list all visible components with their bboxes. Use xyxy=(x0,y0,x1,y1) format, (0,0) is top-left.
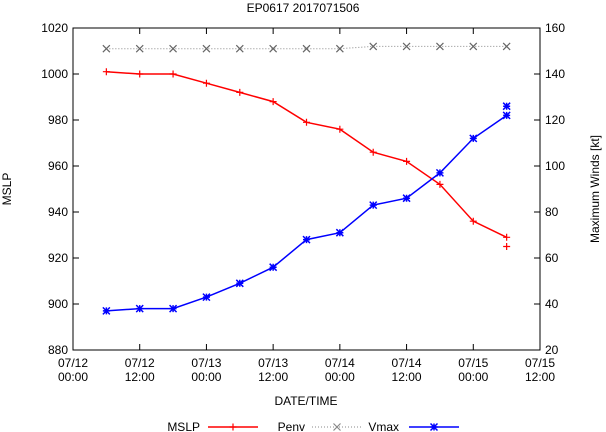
data-point-mslp xyxy=(169,70,177,78)
legend-label-penv: Penv xyxy=(278,420,305,432)
x-tick-label-time: 00:00 xyxy=(458,370,488,384)
y-left-tick-label: 900 xyxy=(48,297,68,311)
x-axis-label: DATE/TIME xyxy=(274,394,337,408)
legend: MSLP Penv Vmax xyxy=(167,420,459,432)
x-tick-label-time: 12:00 xyxy=(258,370,288,384)
y-left-tick-label: 920 xyxy=(48,251,68,265)
y-right-tick-label: 140 xyxy=(545,67,565,81)
legend-marker-vmax xyxy=(429,422,439,432)
x-tick-label-date: 07/15 xyxy=(525,356,555,370)
x-tick-label-date: 07/14 xyxy=(392,356,422,370)
data-point-vmax xyxy=(402,194,411,203)
data-point-penv xyxy=(302,44,311,53)
y-axis-label-right: Maximum Winds [kt] xyxy=(588,135,602,243)
x-tick-label-date: 07/13 xyxy=(191,356,221,370)
legend-label-vmax: Vmax xyxy=(368,420,399,432)
data-point-penv xyxy=(269,44,278,53)
x-tick-label-time: 00:00 xyxy=(191,370,221,384)
data-point-vmax xyxy=(102,306,111,315)
data-point-mslp xyxy=(469,217,477,225)
plot-area xyxy=(102,42,511,315)
data-point-mslp xyxy=(369,148,377,156)
x-tick-label-date: 07/13 xyxy=(258,356,288,370)
data-point-vmax xyxy=(302,235,311,244)
data-point-vmax xyxy=(235,279,244,288)
data-point-penv xyxy=(102,44,111,53)
data-point-vmax xyxy=(335,228,344,237)
data-point-vmax xyxy=(202,293,211,302)
data-point-vmax xyxy=(135,304,144,313)
data-point-vmax xyxy=(502,102,511,111)
legend-marker-penv xyxy=(333,423,341,431)
x-tick-label-date: 07/15 xyxy=(458,356,488,370)
legend-marker-mslp xyxy=(229,423,237,431)
data-point-vmax xyxy=(169,304,178,313)
x-tick-label-date: 07/12 xyxy=(58,356,88,370)
data-point-vmax xyxy=(502,111,511,120)
data-point-penv xyxy=(202,44,211,53)
data-point-mslp xyxy=(436,180,444,188)
data-point-mslp xyxy=(102,68,110,76)
data-point-mslp xyxy=(269,98,277,106)
data-point-mslp xyxy=(503,243,511,250)
y-right-tick-label: 160 xyxy=(545,21,565,35)
data-point-mslp xyxy=(202,79,210,87)
legend-label-mslp: MSLP xyxy=(167,420,200,432)
x-tick-label-date: 07/14 xyxy=(325,356,355,370)
data-point-mslp xyxy=(136,70,144,78)
series-line-mslp xyxy=(106,70,507,238)
x-tick-label-time: 12:00 xyxy=(392,370,422,384)
data-point-penv xyxy=(169,44,177,53)
chart-title: EP0617 2017071506 xyxy=(247,1,360,15)
x-tick-label-time: 12:00 xyxy=(125,370,155,384)
y-right-tick-label: 100 xyxy=(545,159,565,173)
x-tick-label-time: 00:00 xyxy=(325,370,355,384)
data-point-penv xyxy=(135,44,144,53)
x-tick-label-date: 07/12 xyxy=(125,356,155,370)
y-right-tick-label: 40 xyxy=(545,297,559,311)
data-point-vmax xyxy=(369,201,378,210)
data-point-mslp xyxy=(503,233,511,241)
series-line-vmax xyxy=(106,114,508,312)
data-point-penv xyxy=(402,42,411,51)
x-tick-label-time: 00:00 xyxy=(58,370,88,384)
data-point-vmax xyxy=(435,168,444,177)
data-point-mslp xyxy=(236,88,244,96)
data-point-penv xyxy=(369,42,378,51)
data-point-penv xyxy=(235,44,244,53)
y-left-tick-label: 980 xyxy=(48,113,68,127)
data-point-penv xyxy=(436,42,444,51)
data-point-vmax xyxy=(269,263,278,272)
y-axis-label-left: MSLP xyxy=(0,173,14,206)
data-point-penv xyxy=(469,42,478,51)
y-right-tick-label: 120 xyxy=(545,113,565,127)
y-left-tick-label: 1020 xyxy=(41,21,68,35)
data-point-mslp xyxy=(336,125,344,133)
plot-frame xyxy=(72,27,541,351)
x-tick-label-time: 12:00 xyxy=(525,370,555,384)
y-left-tick-label: 880 xyxy=(48,343,68,357)
data-point-mslp xyxy=(403,157,411,165)
data-point-penv xyxy=(502,42,511,51)
y-right-tick-label: 80 xyxy=(545,205,559,219)
y-right-tick-label: 60 xyxy=(545,251,559,265)
y-left-tick-label: 1000 xyxy=(41,67,68,81)
y-left-tick-label: 940 xyxy=(48,205,68,219)
data-point-mslp xyxy=(303,118,310,126)
data-point-penv xyxy=(335,44,344,53)
axes: 880 900 920 940 960 980 1000 1020 20 40 60 80 100 120… xyxy=(41,21,565,384)
y-right-tick-label: 20 xyxy=(545,343,559,357)
y-left-tick-label: 960 xyxy=(48,159,68,173)
data-point-vmax xyxy=(469,134,478,143)
